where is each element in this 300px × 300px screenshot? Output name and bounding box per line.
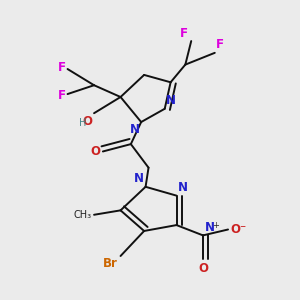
Text: N: N bbox=[134, 172, 144, 185]
Text: +: + bbox=[212, 220, 219, 230]
Text: O: O bbox=[82, 115, 93, 128]
Text: N: N bbox=[205, 221, 214, 234]
Text: O: O bbox=[91, 145, 100, 158]
Text: F: F bbox=[216, 38, 224, 51]
Text: H: H bbox=[79, 118, 87, 128]
Text: O⁻: O⁻ bbox=[230, 223, 247, 236]
Text: N: N bbox=[166, 94, 176, 107]
Text: F: F bbox=[58, 61, 66, 74]
Text: CH₃: CH₃ bbox=[74, 210, 92, 220]
Text: F: F bbox=[180, 27, 188, 40]
Text: F: F bbox=[58, 89, 66, 102]
Text: Br: Br bbox=[103, 257, 118, 271]
Text: N: N bbox=[130, 124, 140, 136]
Text: O: O bbox=[198, 262, 208, 275]
Text: N: N bbox=[178, 181, 188, 194]
